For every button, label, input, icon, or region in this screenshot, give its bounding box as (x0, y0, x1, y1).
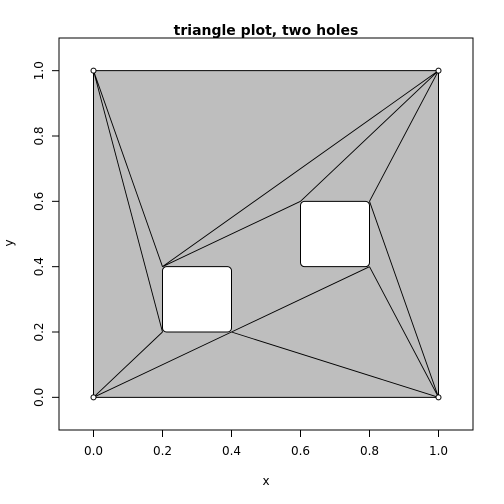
edge-7 (300, 70, 439, 202)
y-tick-label: 1.0 (32, 61, 46, 80)
edge-8 (369, 70, 439, 202)
corner-point-1 (90, 394, 97, 401)
x-axis-label: x (262, 474, 269, 488)
corner-point-4 (90, 67, 97, 74)
x-tick-label: 0.2 (153, 444, 172, 458)
edge-2 (93, 70, 163, 333)
corner-point-3 (435, 67, 442, 74)
edge-6 (162, 200, 301, 268)
y-tick-label: 0.4 (32, 257, 46, 276)
x-tick-label: 1.0 (429, 444, 448, 458)
y-tick-label: 0.2 (32, 322, 46, 341)
hole-1 (162, 266, 232, 333)
edge-5 (162, 70, 439, 268)
chart-title: triangle plot, two holes (174, 23, 359, 39)
plot-frame (58, 37, 474, 431)
edge-4 (93, 331, 232, 398)
plot-area (90, 67, 442, 401)
hole-2 (300, 200, 370, 268)
edge-9 (369, 201, 439, 398)
y-axis-label: y (2, 239, 16, 246)
y-tick-label: 0.0 (32, 388, 46, 407)
corner-point-2 (435, 394, 442, 401)
x-tick-label: 0.8 (360, 444, 379, 458)
x-tick-label: 0.6 (291, 444, 310, 458)
edge-11 (231, 266, 370, 333)
edge-3 (93, 331, 163, 398)
x-axis: 0.0 0.2 0.4 0.6 0.8 1.0 (84, 430, 448, 458)
x-tick-label: 0.0 (84, 444, 103, 458)
y-tick-label: 0.8 (32, 126, 46, 145)
edge-10 (369, 266, 439, 398)
y-axis: 0.0 0.2 0.4 0.6 0.8 1.0 (32, 61, 59, 407)
y-tick-label: 0.6 (32, 192, 46, 211)
edge-1 (93, 70, 163, 267)
x-tick-label: 0.4 (222, 444, 241, 458)
edge-12 (231, 331, 439, 398)
